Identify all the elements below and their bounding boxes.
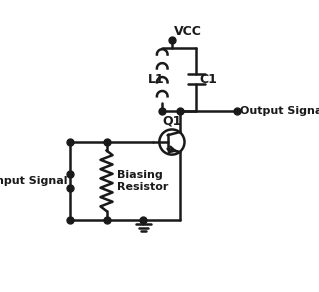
Text: C1: C1 bbox=[199, 73, 217, 86]
Text: Output Signal: Output Signal bbox=[240, 105, 319, 116]
Text: Biasing
Resistor: Biasing Resistor bbox=[117, 170, 169, 192]
Text: Q1: Q1 bbox=[162, 114, 182, 127]
Text: VCC: VCC bbox=[174, 25, 202, 38]
Text: Input Signal: Input Signal bbox=[0, 176, 68, 186]
Text: L1: L1 bbox=[148, 73, 165, 86]
